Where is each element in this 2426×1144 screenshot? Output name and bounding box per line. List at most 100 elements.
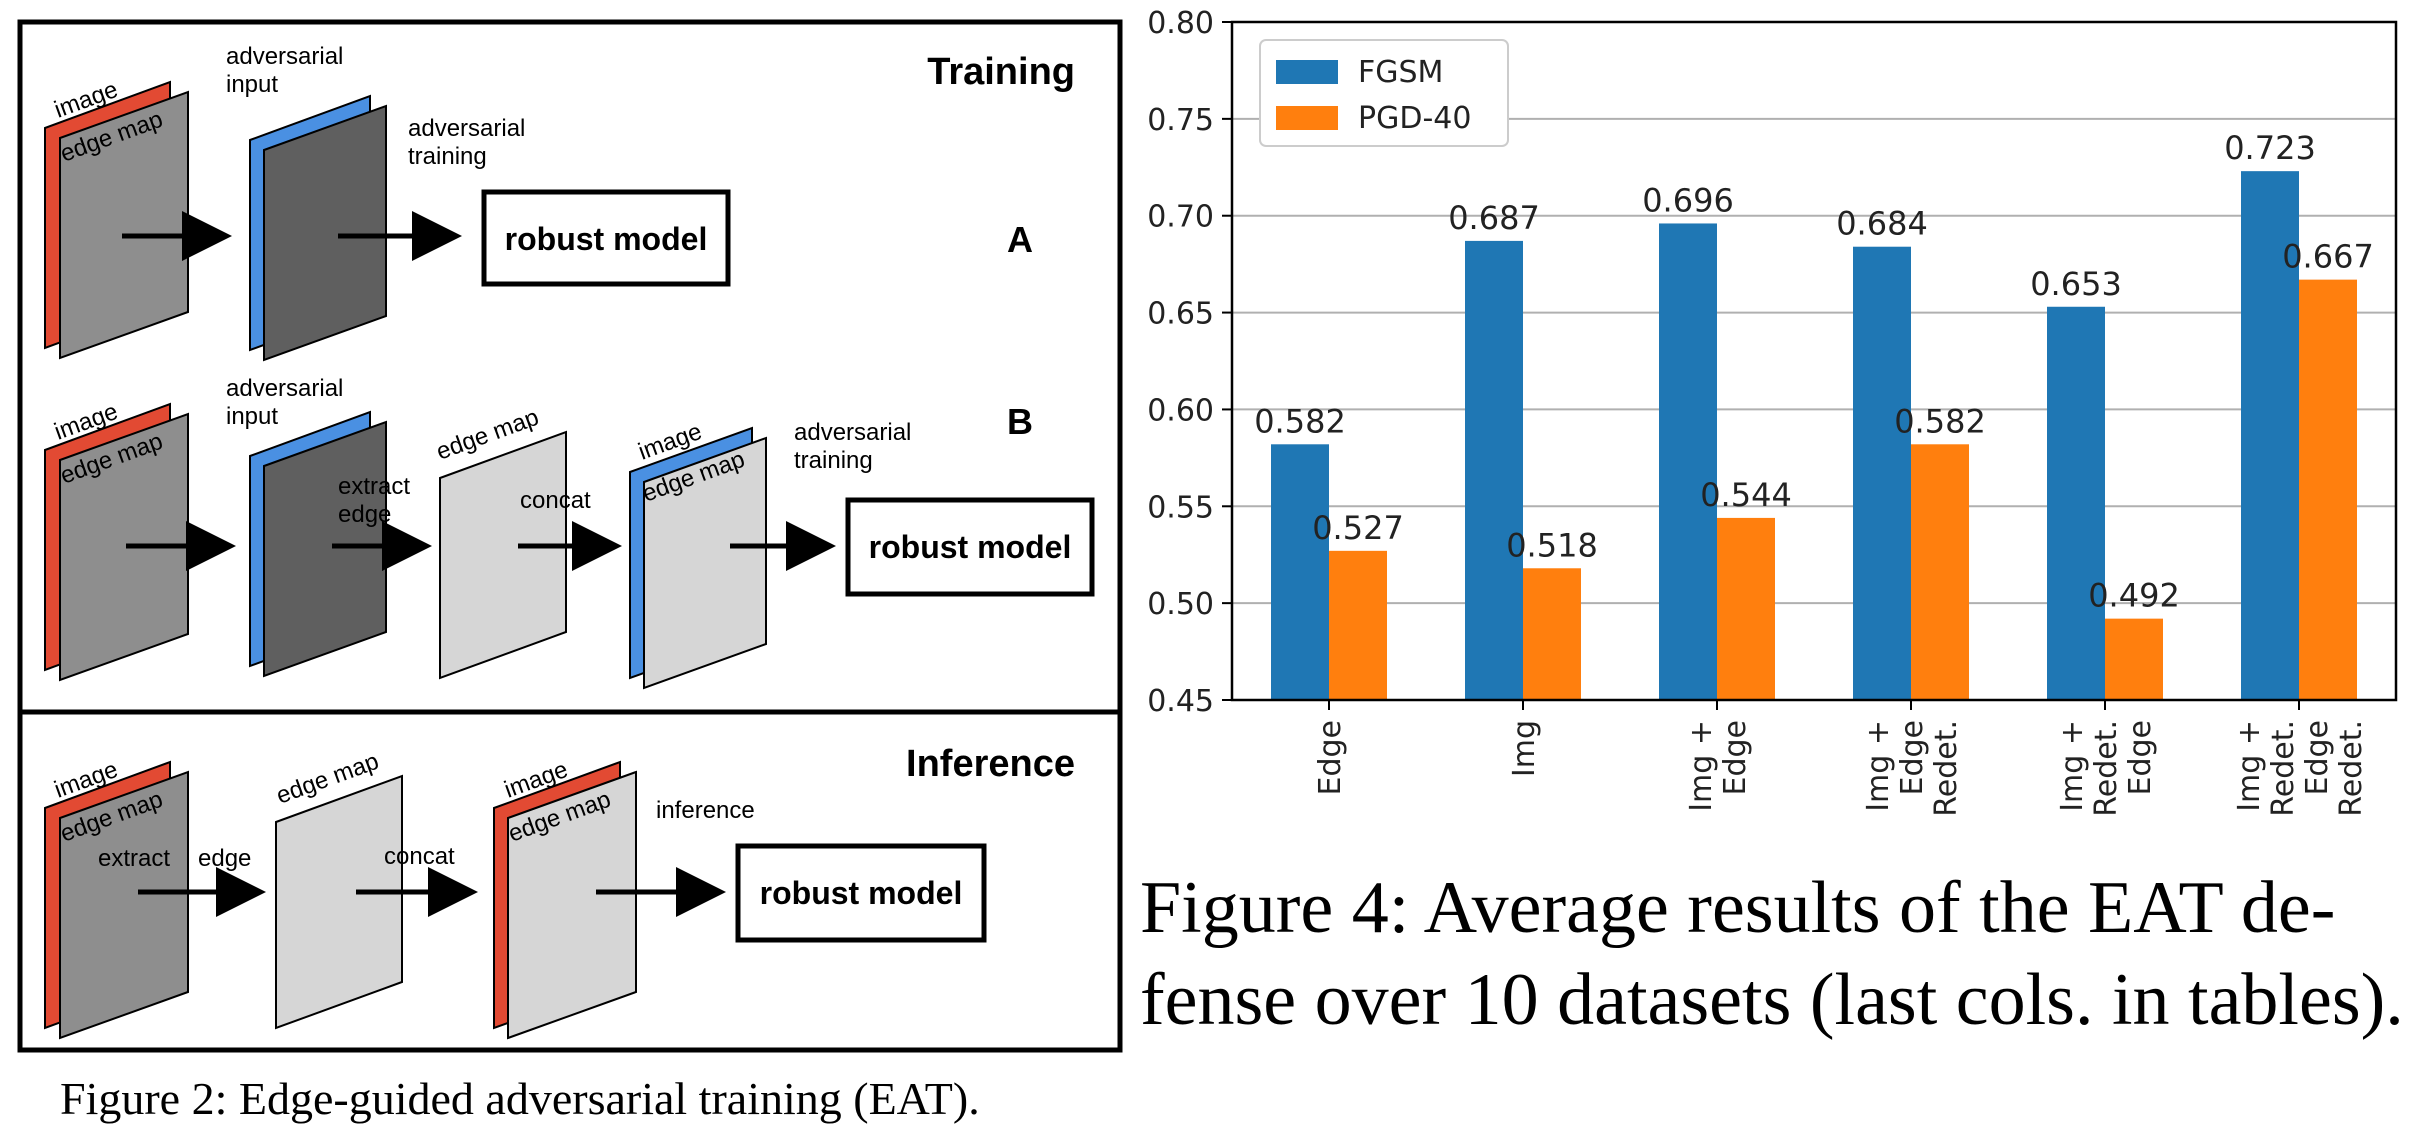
x-category-label: Img	[1507, 720, 1542, 777]
figure-4-caption-line-2: fense over 10 datasets (last cols. in ta…	[1140, 959, 2404, 1041]
x-category-label: Redet.	[1929, 720, 1964, 817]
bar-value-label: 0.684	[1836, 205, 1928, 243]
figure-4-caption-line-1: Figure 4: Average results of the EAT de-	[1140, 867, 2336, 949]
bar-pgd40	[1717, 517, 1775, 700]
adversarial-training-label-1: adversarial	[794, 419, 911, 446]
bar-value-label: 0.582	[1254, 402, 1346, 440]
concat-edge-panel	[507, 770, 637, 1040]
bar-value-label: 0.687	[1448, 199, 1540, 237]
x-category-label: Edge	[1718, 720, 1753, 796]
adversarial-training-label-1: adversarial	[408, 115, 525, 142]
bar-value-label: 0.582	[1894, 402, 1986, 440]
bar-value-label: 0.492	[2088, 577, 2180, 615]
inference-row: image edge map extract edge edge map con…	[44, 748, 987, 1040]
x-category-label: Edge	[1313, 720, 1348, 796]
y-tick-label: 0.45	[1147, 684, 1214, 719]
bar-pgd40	[1329, 550, 1387, 700]
bar-value-label: 0.667	[2282, 238, 2374, 276]
figure-4-caption: Figure 4: Average results of the EAT de-…	[1140, 862, 2404, 1046]
x-category-label: Edge	[1895, 720, 1930, 796]
adversarial-input-panel	[263, 420, 387, 678]
y-tick-label: 0.70	[1147, 200, 1214, 235]
edge-word-label: edge	[198, 845, 251, 872]
edge-map-panel	[275, 774, 403, 1030]
x-category-label: Img +	[2232, 720, 2267, 812]
bar-fgsm	[1271, 444, 1329, 700]
adversarial-training-label-2: training	[794, 447, 873, 474]
eat-diagram: Training Inference image edge map advers…	[17, 19, 1123, 1053]
edge-map-panel	[439, 430, 567, 680]
legend-swatch	[1276, 106, 1338, 130]
y-tick-label: 0.65	[1147, 297, 1214, 332]
adversarial-input-label-2: input	[226, 403, 278, 430]
y-tick-label: 0.80	[1147, 6, 1214, 41]
x-category-label: Redet.	[2089, 720, 2124, 817]
x-category-label: Edge	[2123, 720, 2158, 796]
bar-pgd40	[2299, 279, 2357, 700]
bar-pgd40	[1911, 444, 1969, 700]
edge-map-layer	[59, 770, 189, 1040]
extract-edge-label-2: edge	[338, 501, 391, 528]
x-category-label: Redet.	[2266, 720, 2301, 817]
chart-data-labels: 0.582 0.527 0.687 0.518 0.696 0.544 0.684 0.582…	[1254, 129, 2374, 614]
y-tick-label: 0.60	[1147, 393, 1214, 428]
x-category-label: Edge	[2300, 720, 2335, 796]
concat-edge-panel	[643, 436, 767, 690]
chart-legend: FGSM PGD-40	[1259, 39, 1509, 147]
row-a: image edge map adversarial input adversa…	[44, 43, 1033, 362]
bar-pgd40	[1523, 568, 1581, 700]
inference-title: Inference	[906, 743, 1075, 785]
bar-pgd40	[2105, 618, 2163, 700]
concat-label: concat	[520, 487, 591, 514]
x-category-label: Img +	[2055, 720, 2090, 812]
bar-value-label: 0.723	[2224, 129, 2316, 167]
inference-frame	[17, 709, 1123, 1053]
eat-results-bar-chart: 0.582 0.527 0.687 0.518 0.696 0.544 0.684 0.582…	[1147, 6, 2398, 817]
row-a-tag: A	[1007, 219, 1033, 260]
robust-model-box	[845, 497, 1095, 597]
adversarial-input-label-1: adversarial	[226, 375, 343, 402]
chart-bars	[1271, 171, 2357, 701]
training-title: Training	[927, 51, 1075, 93]
x-category-label: Redet.	[2334, 720, 2369, 817]
robust-model-box	[481, 189, 731, 287]
robust-model-label: robust model	[760, 875, 963, 911]
concat-label: concat	[384, 843, 455, 870]
bar-value-label: 0.696	[1642, 181, 1734, 219]
y-tick-label: 0.55	[1147, 490, 1214, 525]
y-tick-label: 0.75	[1147, 103, 1214, 138]
row-b-tag: B	[1007, 401, 1033, 442]
robust-model-box	[735, 843, 987, 943]
x-category-label: Img +	[1684, 720, 1719, 812]
bar-fgsm	[2241, 171, 2299, 700]
bar-fgsm	[1465, 240, 1523, 700]
figure-2-caption: Figure 2: Edge-guided adversarial traini…	[60, 1073, 980, 1124]
extract-label: extract	[98, 845, 170, 872]
x-category-label: Img +	[1861, 720, 1896, 812]
bar-value-label: 0.518	[1506, 526, 1598, 564]
bar-value-label: 0.527	[1312, 509, 1404, 547]
adversarial-input-label-1: adversarial	[226, 43, 343, 70]
adversarial-input-panel	[263, 104, 387, 362]
robust-model-label: robust model	[869, 529, 1072, 565]
bar-fgsm	[1659, 223, 1717, 700]
row-b: image edge map adversarial input extract…	[44, 375, 1095, 690]
plot-frame	[1230, 20, 2398, 702]
bar-fgsm	[1853, 246, 1911, 701]
adversarial-training-label-2: training	[408, 143, 487, 170]
chart-axes: 0.45 0.50 0.55 0.60 0.65 0.70 0.75 0.80 Edge Img I…	[1147, 6, 2398, 817]
legend-swatch	[1276, 60, 1338, 84]
adversarial-input-label-2: input	[226, 71, 278, 98]
edge-map-layer	[59, 90, 189, 360]
y-tick-label: 0.50	[1147, 587, 1214, 622]
edge-map-layer	[59, 412, 189, 682]
inference-label: inference	[656, 797, 755, 824]
legend-label: PGD-40	[1358, 101, 1471, 136]
extract-edge-label-1: extract	[338, 473, 410, 500]
bar-value-label: 0.544	[1700, 476, 1792, 514]
bar-value-label: 0.653	[2030, 265, 2122, 303]
legend-label: FGSM	[1358, 55, 1443, 90]
robust-model-label: robust model	[505, 221, 708, 257]
bar-fgsm	[2047, 306, 2105, 700]
